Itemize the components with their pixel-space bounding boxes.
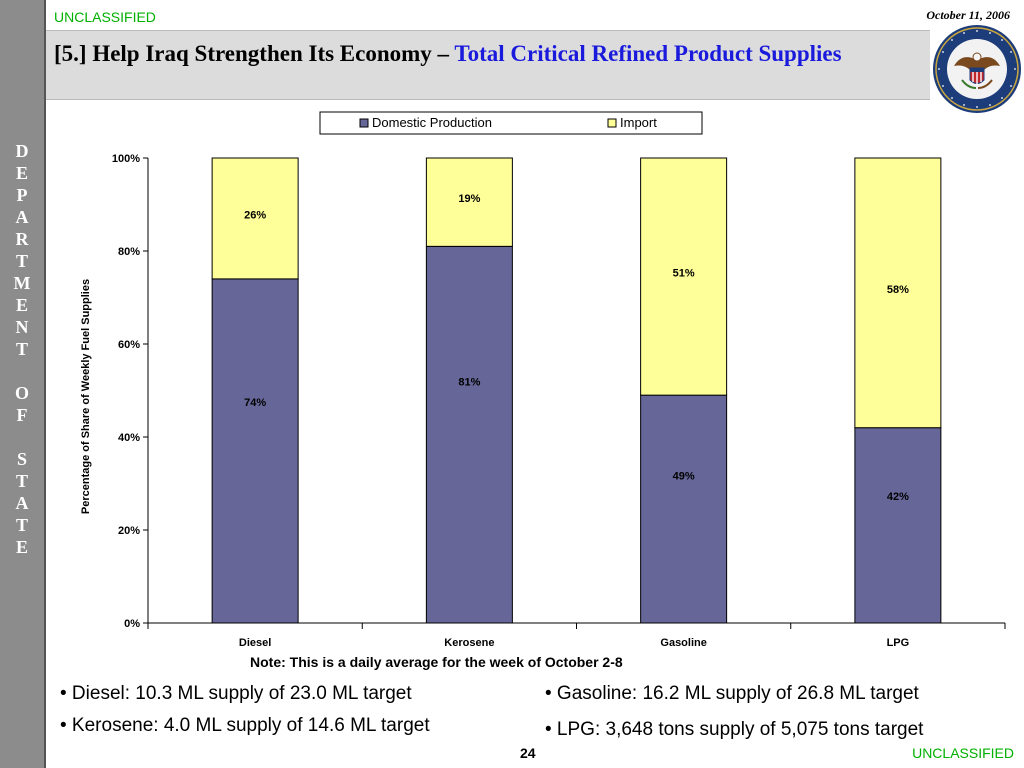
seal-ring-dots (938, 30, 1016, 108)
sidebar-letter: D (15, 141, 29, 161)
x-category-label: Diesel (239, 637, 271, 649)
chart-legend: Domestic Production Import (319, 111, 703, 135)
y-tick-label: 40% (118, 432, 140, 444)
legend-swatch (607, 118, 617, 128)
department-of-state-seal (933, 25, 1021, 113)
legend-label: Import (620, 115, 657, 130)
chart-bars (211, 157, 942, 624)
bullet-gasoline: • Gasoline: 16.2 ML supply of 26.8 ML ta… (545, 683, 919, 704)
legend-box (319, 111, 703, 135)
bullet-diesel: • Diesel: 10.3 ML supply of 23.0 ML targ… (60, 683, 412, 704)
sidebar-letter: T (15, 471, 28, 491)
seal-arrows (977, 79, 993, 89)
sidebar-letter: O (14, 383, 29, 403)
bar-import-kerosene (425, 157, 513, 247)
sidebar-letter: R (15, 229, 29, 249)
sidebar-letter: S (16, 449, 27, 469)
sidebar-letter: N (15, 317, 29, 337)
data-label: 42% (887, 491, 909, 503)
seal-shield-chief (970, 68, 984, 72)
legend-swatch (359, 118, 369, 128)
sidebar-letter: A (15, 207, 29, 227)
x-category-label: Gasoline (660, 637, 706, 649)
slide-title: [5.] Help Iraq Strengthen Its Economy – … (54, 38, 924, 70)
bullet-kerosene: • Kerosene: 4.0 ML supply of 14.6 ML tar… (60, 715, 430, 736)
data-label: 81% (458, 377, 480, 389)
data-label: 49% (673, 470, 695, 482)
y-tick-label: 80% (118, 246, 140, 258)
seal-shield-stripes (972, 72, 982, 85)
y-tick-label: 60% (118, 339, 140, 351)
seal-eagle-wings (954, 57, 1000, 70)
title-band (46, 30, 930, 100)
seal-olive-branch (961, 79, 977, 89)
chart-note: Note: This is a daily average for the we… (250, 654, 623, 670)
data-label: 26% (244, 209, 266, 221)
sidebar-letter: F (16, 405, 28, 425)
sidebar-letter: T (15, 251, 28, 271)
seal-gold-ring (935, 27, 1019, 111)
sidebar-letter: E (15, 537, 28, 557)
chart-data-labels: 74% 26% 81% 19% 49% 51% 42% 58% (244, 193, 909, 503)
bar-domestic-kerosene (425, 245, 513, 624)
slide-date: October 11, 2006 (926, 8, 1010, 22)
y-axis-title: Percentage of Share of Weekly Fuel Suppl… (80, 279, 92, 514)
y-tick-label: 0% (124, 618, 140, 630)
bar-import-diesel (211, 157, 299, 280)
title-highlight: Total Critical Refined Product Supplies (454, 41, 842, 66)
y-tick-label: 20% (118, 525, 140, 537)
title-main: [5.] Help Iraq Strengthen Its Economy – (54, 41, 455, 66)
data-label: 74% (244, 397, 266, 409)
classification-top: UNCLASSIFIED (54, 9, 156, 25)
seal-eagle-head (972, 52, 982, 62)
data-label: 51% (673, 268, 695, 280)
bullet-lpg: • LPG: 3,648 tons supply of 5,075 tons t… (545, 719, 924, 740)
sidebar-letter: E (15, 295, 28, 315)
bar-import-gasoline (640, 157, 728, 396)
y-tick-label: 100% (112, 153, 140, 165)
data-label: 19% (458, 193, 480, 205)
page-number: 24 (520, 745, 536, 761)
sidebar-letter: T (15, 515, 28, 535)
sidebar-letter: T (15, 339, 28, 359)
bar-domestic-gasoline (640, 394, 728, 624)
bar-domestic-diesel (211, 278, 299, 624)
bar-domestic-lpg (854, 427, 942, 624)
classification-bottom: UNCLASSIFIED (912, 745, 1014, 761)
sidebar-letter: P (16, 185, 28, 205)
sidebar-letter: M (13, 273, 31, 293)
legend-label: Domestic Production (372, 115, 492, 130)
x-category-label: Kerosene (444, 637, 494, 649)
sidebar-letter: A (15, 493, 29, 513)
data-label: 58% (887, 284, 909, 296)
bar-import-lpg (854, 157, 942, 429)
x-category-label: LPG (887, 637, 910, 649)
sidebar-letter: E (15, 163, 28, 183)
